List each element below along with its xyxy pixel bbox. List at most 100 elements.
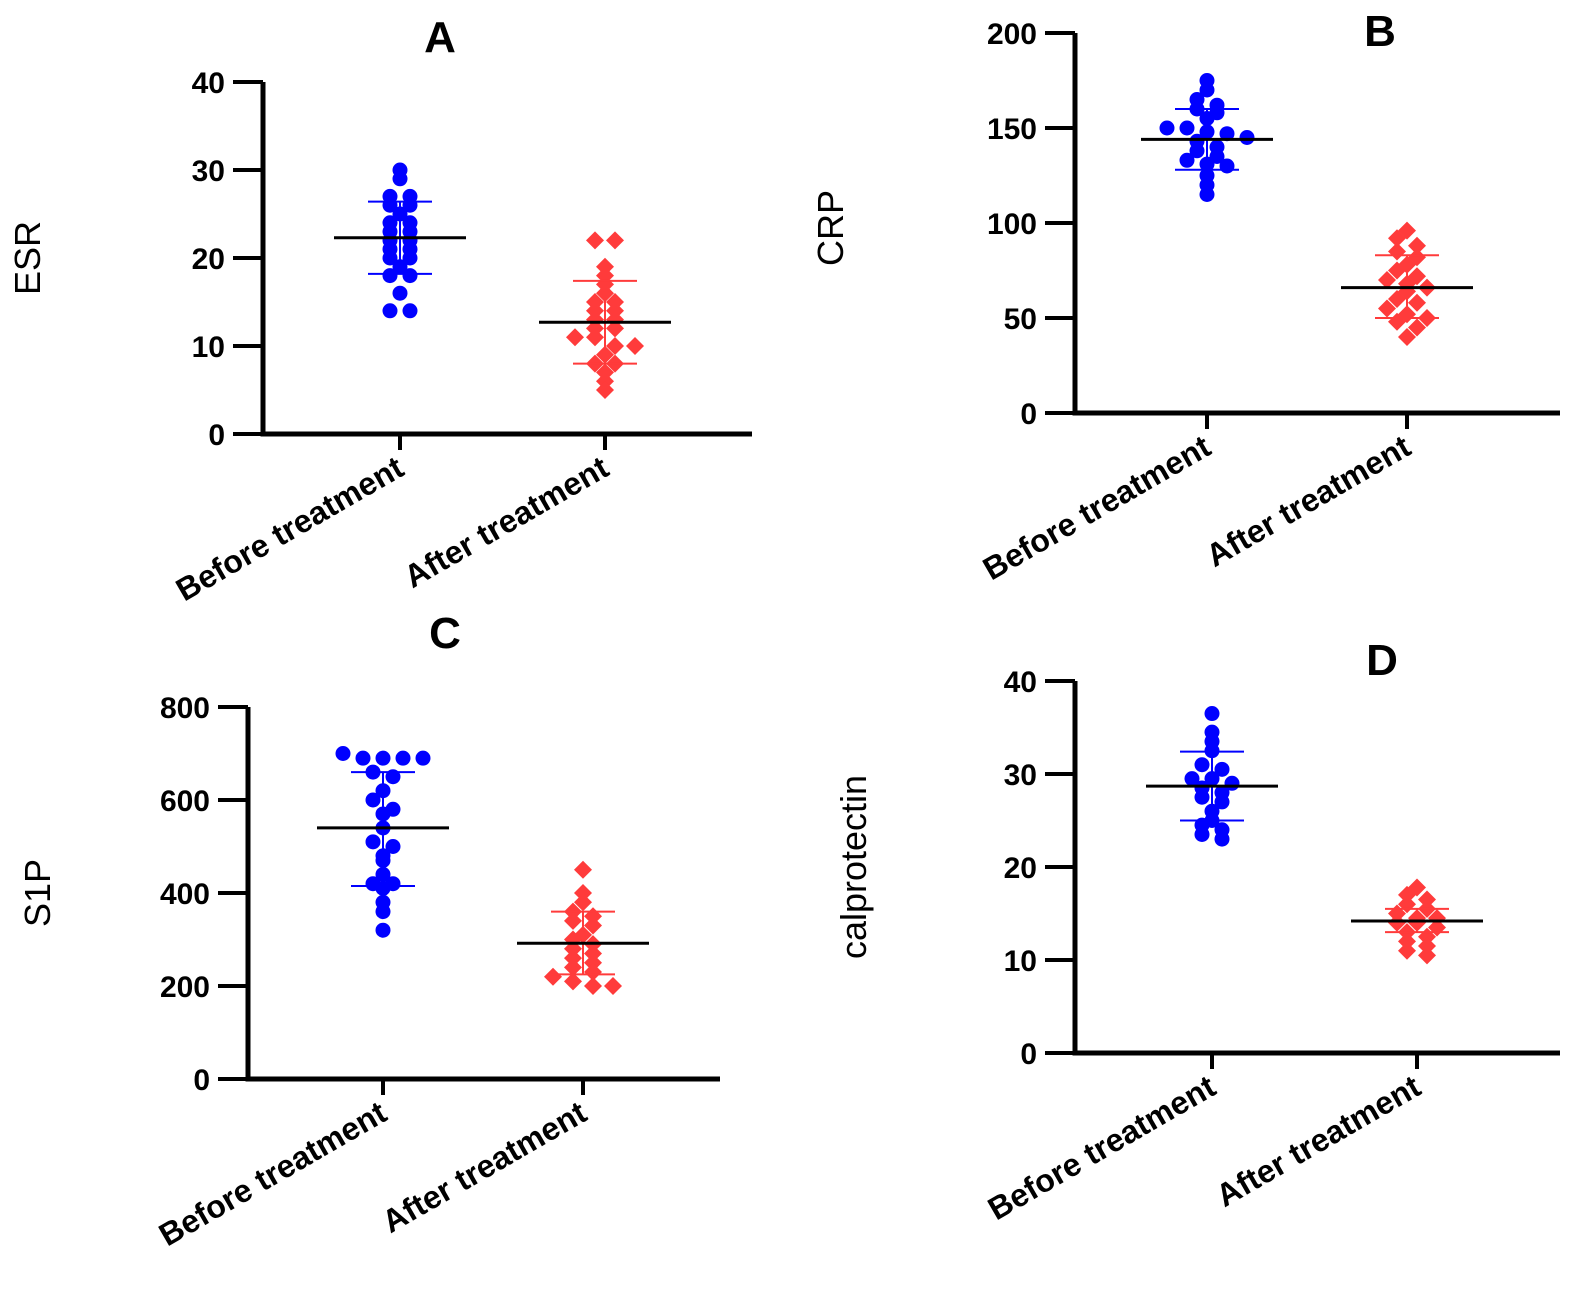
panel-b-after-point [1388,242,1406,261]
panel-d-y-tick-label: 30 [1004,759,1037,792]
panel-d-y-tick-label: 0 [1020,1038,1037,1071]
panel-b-x-tick-label: Before treatment [977,428,1217,587]
panel-b-before-point [1179,120,1195,136]
panel-b-x-tick-label: After treatment [1200,428,1417,574]
panel-a-before-point [402,250,418,266]
panel-d-after-point [1398,941,1416,960]
panel-b-after-point [1408,236,1426,255]
panel-d-x-tick-label: Before treatment [982,1068,1222,1227]
panel-d-before-point [1194,826,1210,842]
panel-a-before-point [382,268,398,284]
panel-a-before-point [392,171,408,187]
panel-b-before-point [1199,82,1215,98]
panel-c-x-tick-label: After treatment [376,1094,593,1240]
panel-a-title: A [424,13,456,62]
panel-a-before-point [402,268,418,284]
panel-a-before-point [382,303,398,319]
panel-c-y-tick-label: 400 [160,878,210,911]
panel-b-before-point [1159,120,1175,136]
panel-c-before-point [365,834,381,850]
panel-c-y-tick-label: 0 [193,1064,210,1097]
panel-b-y-tick-label: 0 [1020,398,1037,431]
panel-d-y-tick-label: 10 [1004,945,1037,978]
panel-b-before-point [1219,158,1235,174]
panel-a-after-point [626,337,644,355]
panel-b-after-point [1408,318,1426,337]
panel-a-x-tick-label: After treatment [398,449,615,595]
panel-b-y-tick-label: 200 [987,18,1037,51]
panel-c-after-point [584,977,602,995]
panel-c-after-point [584,963,602,982]
panel-a-y-tick-label: 10 [192,331,225,364]
panel-c-after-point [544,967,562,986]
panel-a-y-axis-title: ESR [7,221,48,295]
panel-c-before-point [375,922,391,938]
panel-a-x-tick-label: Before treatment [170,449,410,608]
panel-d-before-point [1204,706,1220,722]
panel-c-before-point [375,750,391,766]
panel-d-after-point [1418,890,1436,909]
panel-d-before-point [1194,757,1210,773]
panel-c-before-point [415,750,431,766]
panel-c-after-point [564,911,582,930]
panel-d-y-tick-label: 20 [1004,852,1037,885]
panel-c-after-point [604,977,622,995]
panel-c-after-point [584,953,602,972]
panel-b-before-point [1179,152,1195,168]
panel-c-title: C [429,609,461,658]
panel-a-y-tick-label: 30 [192,155,225,188]
panel-a-after-point [586,231,604,250]
panel-d-after-point [1388,913,1406,932]
panel-c-before-point [395,750,411,766]
panel-b-after-point [1388,290,1406,308]
panel-b-after-point [1408,293,1426,312]
panel-c-after-point [564,958,582,977]
panel-b-y-tick-label: 100 [987,208,1037,241]
panel-c-before-point [385,839,401,854]
panel-b-after-point [1398,328,1416,346]
panel-d-x-tick-label: After treatment [1210,1068,1427,1214]
panel-d-after-point [1418,946,1436,965]
panel-c-before-point [375,904,391,920]
panel-b-after-point [1388,229,1406,248]
panel-b-before-point [1189,143,1205,159]
panel-c-x-tick-label: Before treatment [153,1094,393,1253]
panel-c-after-point [574,893,592,912]
panel-b-y-tick-label: 150 [987,113,1037,146]
panel-d-before-point [1194,789,1210,805]
panel-a-before-point [382,250,398,266]
panel-b-y-tick-label: 50 [1004,303,1037,336]
panel-a-before-point [392,285,408,301]
panel-a-y-tick-label: 40 [192,67,225,100]
panel-b-before-point [1219,126,1235,142]
panel-b-before-point [1239,130,1255,145]
panel-c-after-point [564,949,582,968]
panel-c-after-point [574,860,592,879]
panel-d-before-point [1184,771,1200,787]
panel-c-y-axis-title: S1P [17,859,58,927]
panel-c-y-tick-label: 800 [160,692,210,725]
panel-d-after-point [1398,932,1416,951]
panel-c-after-point [584,916,602,935]
panel-c-after-point [564,972,582,991]
panel-a-after-point [586,328,604,347]
panel-c-after-point [584,944,602,963]
panel-d-y-tick-label: 40 [1004,666,1037,699]
panel-d-after-point [1428,909,1446,928]
panel-b-before-point [1199,187,1215,202]
panel-c-before-point [335,746,351,761]
panel-d-before-point [1214,831,1230,847]
panel-a-after-point [606,319,624,338]
panel-d-y-axis-title: calprotectin [833,775,874,959]
panel-a-after-point [566,328,584,347]
panel-a-y-tick-label: 0 [208,419,225,452]
panel-b-after-point [1378,271,1396,289]
panel-d-after-point [1398,885,1416,904]
panel-b-y-axis-title: CRP [810,190,851,266]
panel-d-title: D [1366,636,1398,685]
